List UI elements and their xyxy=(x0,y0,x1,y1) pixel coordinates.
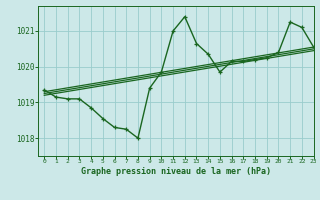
X-axis label: Graphe pression niveau de la mer (hPa): Graphe pression niveau de la mer (hPa) xyxy=(81,167,271,176)
